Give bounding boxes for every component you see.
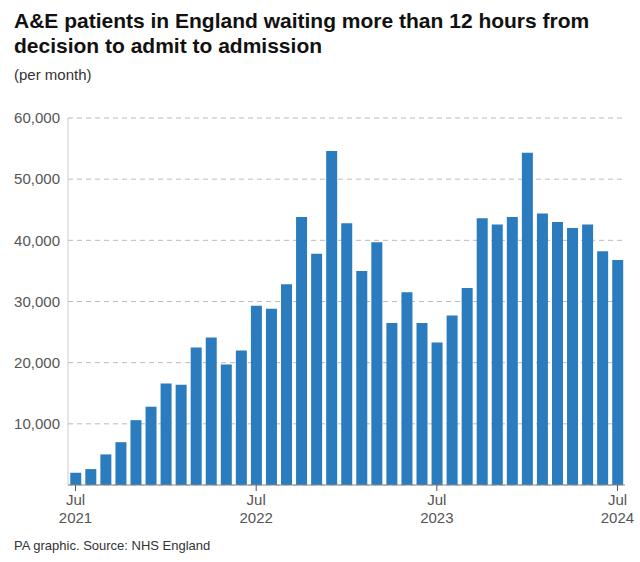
svg-text:40,000: 40,000: [14, 232, 60, 249]
html-text:(per month): (per month): [14, 66, 92, 83]
svg-text:30,000: 30,000: [14, 293, 60, 310]
svg-text:Jul2024: Jul2024: [601, 491, 632, 526]
svg-text:Jul2021: Jul2021: [59, 491, 92, 526]
svg-text:50,000: 50,000: [14, 170, 60, 187]
svg-text:Jul2022: Jul2022: [239, 491, 272, 526]
html-text:PA graphic. Source: NHS Englan: PA graphic. Source: NHS England: [14, 538, 211, 553]
svg-text:20,000: 20,000: [14, 354, 60, 371]
svg-text:60,000: 60,000: [14, 109, 60, 126]
svg-text:10,000: 10,000: [14, 415, 60, 432]
svg-text:Jul2023: Jul2023: [420, 491, 453, 526]
html-text:A&E patients in England waitin: A&E patients in England waiting more tha…: [14, 9, 590, 57]
